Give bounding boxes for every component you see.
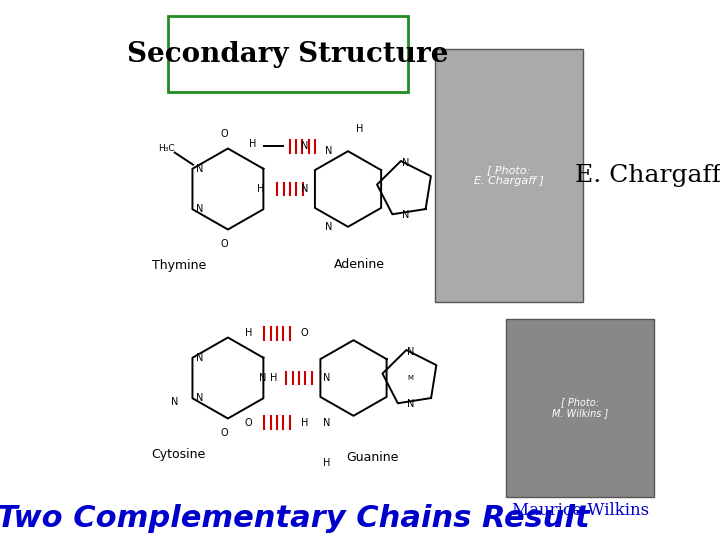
Text: N: N (402, 211, 409, 220)
Text: O: O (220, 428, 228, 438)
Text: H₃C: H₃C (158, 144, 175, 153)
Text: N: N (325, 222, 333, 232)
Text: H: H (245, 328, 252, 339)
Text: H: H (301, 417, 308, 428)
Text: N: N (301, 184, 308, 194)
Text: N: N (407, 347, 415, 356)
Text: H: H (323, 458, 330, 468)
Text: N: N (196, 393, 203, 403)
Text: [ Photo:
E. Chargaff ]: [ Photo: E. Chargaff ] (474, 165, 544, 186)
Text: Cytosine: Cytosine (152, 448, 206, 462)
Text: H: H (270, 373, 277, 383)
Text: N: N (259, 373, 266, 383)
Text: Secondary Structure: Secondary Structure (127, 40, 449, 68)
FancyBboxPatch shape (168, 16, 408, 92)
Text: O: O (245, 417, 252, 428)
Text: N: N (196, 353, 203, 363)
Text: N: N (171, 397, 179, 407)
Text: Thymine: Thymine (152, 259, 206, 273)
Text: N: N (196, 164, 203, 174)
Text: Maurice Wilkins: Maurice Wilkins (511, 502, 649, 519)
Text: O: O (220, 239, 228, 249)
Text: N: N (325, 146, 333, 156)
Text: Adenine: Adenine (334, 258, 385, 271)
Bar (436, 49, 582, 302)
Text: N: N (301, 141, 308, 152)
Text: E. Chargaff: E. Chargaff (575, 164, 720, 187)
Text: H: H (249, 139, 257, 150)
Text: [ Photo:
M. Wilkins ]: [ Photo: M. Wilkins ] (552, 397, 608, 418)
Text: N: N (323, 373, 330, 383)
Text: M: M (408, 375, 414, 381)
Text: N: N (196, 204, 203, 214)
Text: Two Complementary Chains Result: Two Complementary Chains Result (0, 504, 590, 533)
Text: O: O (300, 328, 308, 339)
Text: N: N (323, 417, 330, 428)
Text: N: N (402, 158, 409, 167)
Text: H: H (257, 184, 264, 194)
Text: O: O (220, 129, 228, 139)
Text: Guanine: Guanine (346, 451, 399, 464)
Text: N: N (407, 400, 415, 409)
Text: H: H (356, 124, 363, 133)
Bar (506, 319, 654, 497)
